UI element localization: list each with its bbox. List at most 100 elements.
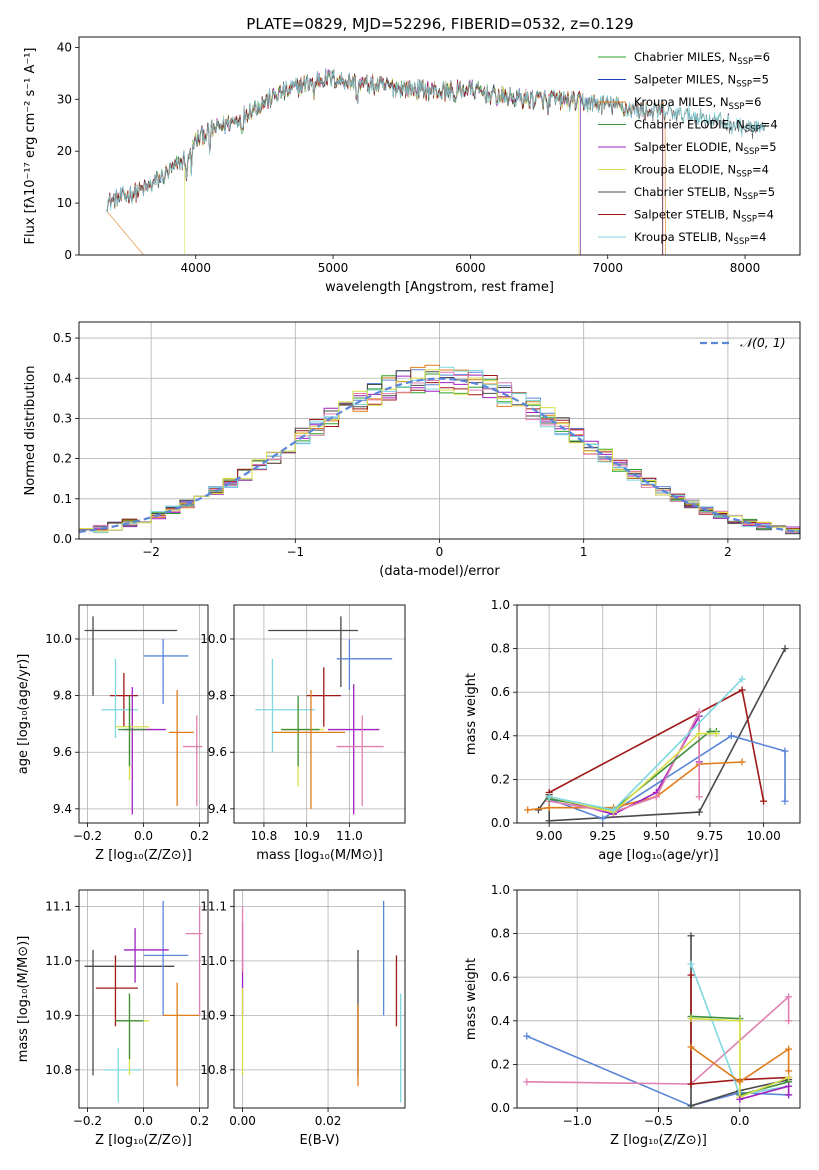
x-tick-label: −0.2 xyxy=(73,829,102,843)
y-tick-label: 10.0 xyxy=(200,632,227,646)
y-tick-label: 0.8 xyxy=(491,927,510,941)
x-tick-label: 0.0 xyxy=(730,1114,749,1128)
x-axis-label: E(B-V) xyxy=(299,1133,339,1148)
x-tick-label: 0 xyxy=(436,545,444,559)
y-tick-label: 1.0 xyxy=(491,883,510,897)
legend-entry-count: =5 xyxy=(752,73,769,87)
grid-lines xyxy=(234,605,405,823)
y-tick-label: 0.0 xyxy=(491,1101,510,1115)
y-tick-label: 10.9 xyxy=(45,1008,72,1022)
x-tick-label: 0.0 xyxy=(134,1114,153,1128)
x-tick-label: 0.2 xyxy=(190,1114,209,1128)
y-tick-label: 10.8 xyxy=(200,1063,227,1077)
weight-line-5 xyxy=(549,711,700,813)
x-tick-label: 9.25 xyxy=(589,829,616,843)
x-tick-label: 9.75 xyxy=(697,829,724,843)
plus-marker xyxy=(687,932,695,940)
spectrum-line-0 xyxy=(106,70,664,255)
plus-marker xyxy=(738,675,746,683)
y-tick-label: 11.0 xyxy=(45,954,72,968)
plus-marker xyxy=(785,1091,793,1099)
y-axis-label: Normed distribution xyxy=(23,366,38,496)
y-axis-label: Flux [fλ10⁻¹⁷ erg cm⁻² s⁻¹ A⁻¹] xyxy=(23,48,38,245)
grid-lines xyxy=(79,605,208,823)
y-tick-label: 11.1 xyxy=(200,899,227,913)
x-tick-label: 11.0 xyxy=(336,829,363,843)
plus-marker xyxy=(785,1073,793,1081)
legend-entry-count: =5 xyxy=(760,140,777,154)
plus-marker xyxy=(781,797,789,805)
legend-entry-subscript: SSP xyxy=(736,80,752,90)
y-tick-label: 0.6 xyxy=(491,970,510,984)
x-axis-label: age [log₁₀(age/yr)] xyxy=(598,848,719,863)
y-tick-label: 9.4 xyxy=(53,802,72,816)
x-tick-label: 2 xyxy=(724,545,732,559)
y-tick-label: 9.8 xyxy=(208,689,227,703)
plus-marker xyxy=(727,732,735,740)
x-tick-label: 8000 xyxy=(730,261,761,275)
legend-entry-name: Kroupa STELIB, N xyxy=(634,230,734,244)
plus-marker xyxy=(687,1015,695,1023)
plus-marker xyxy=(781,747,789,755)
y-tick-label: 9.6 xyxy=(208,745,227,759)
age-vs-mass-panel: 10.8 10.9 11.0 9.4 9.6 9.8 10.0 mass [log₁₀(M/M… xyxy=(200,604,406,863)
plot-area xyxy=(241,900,402,1103)
axes-frame xyxy=(78,36,801,256)
plus-marker xyxy=(687,971,695,979)
plus-marker xyxy=(687,1043,695,1051)
x-tick-label: 0.0 xyxy=(134,829,153,843)
plus-marker xyxy=(523,1032,531,1040)
legend-entry-name: Kroupa ELODIE, N xyxy=(634,163,736,177)
legend-entry-name: Chabrier ELODIE, N xyxy=(634,118,745,132)
legend-entry-subscript: SSP xyxy=(734,237,750,247)
y-axis-label: mass weight xyxy=(464,673,479,755)
legend-entry-name: Salpeter ELODIE, N xyxy=(634,140,744,154)
legend-entry: Salpeter STELIB, NSSP=4 xyxy=(634,208,774,225)
legend-entry: Kroupa ELODIE, NSSP=4 xyxy=(634,163,769,180)
plus-marker xyxy=(712,730,720,738)
y-tick-label: 0.2 xyxy=(491,772,510,786)
x-tick-label: 1 xyxy=(580,545,588,559)
plus-marker xyxy=(599,815,607,823)
legend-entry-count: =4 xyxy=(761,118,778,132)
y-tick-label: 10.0 xyxy=(45,632,72,646)
y-tick-label: 0.6 xyxy=(491,685,510,699)
x-tick-label: 9.00 xyxy=(536,829,563,843)
legend-entry-subscript: SSP xyxy=(737,57,753,67)
x-axis-label: wavelength [Angstrom, rest frame] xyxy=(325,280,554,295)
x-tick-label: −1 xyxy=(286,545,304,559)
plus-marker xyxy=(695,708,703,716)
y-tick-label: 0.8 xyxy=(491,642,510,656)
plus-marker xyxy=(785,993,793,1001)
grid-lines xyxy=(79,890,208,1108)
plus-marker xyxy=(652,793,660,801)
plus-marker xyxy=(738,758,746,766)
axes-frame xyxy=(516,889,801,1109)
weight-vs-age-panel: 9.00 9.25 9.50 9.75 10.00 0.0 0.2 0.4 0.6 0.8 1.0 a… xyxy=(464,598,801,863)
y-axis-label: mass [log₁₀(M/M⊙)] xyxy=(16,936,31,1063)
plus-marker xyxy=(695,730,703,738)
legend-entry: 𝒩(0, 1) xyxy=(740,335,786,350)
y-axis-label: mass weight xyxy=(464,958,479,1040)
plot-area xyxy=(79,364,800,535)
legend-entry: Kroupa MILES, NSSP=6 xyxy=(634,95,761,112)
y-tick-label: 30 xyxy=(57,92,72,106)
plus-marker xyxy=(545,817,553,823)
x-tick-label: 9.50 xyxy=(643,829,670,843)
x-tick-label: 6000 xyxy=(455,261,486,275)
plus-marker xyxy=(785,1082,793,1090)
y-tick-label: 10.8 xyxy=(45,1063,72,1077)
legend-entry-count: =6 xyxy=(744,95,761,109)
y-tick-label: 0.2 xyxy=(53,452,72,466)
legend-entry-name: Kroupa MILES, N xyxy=(634,95,729,109)
plus-marker xyxy=(545,804,553,812)
plus-marker xyxy=(687,960,695,968)
plus-marker xyxy=(785,1045,793,1053)
axes-frame xyxy=(78,604,209,824)
y-tick-label: 9.6 xyxy=(53,745,72,759)
y-tick-label: 1.0 xyxy=(491,598,510,612)
weight-line-3 xyxy=(690,975,789,1085)
plus-marker xyxy=(695,808,703,816)
